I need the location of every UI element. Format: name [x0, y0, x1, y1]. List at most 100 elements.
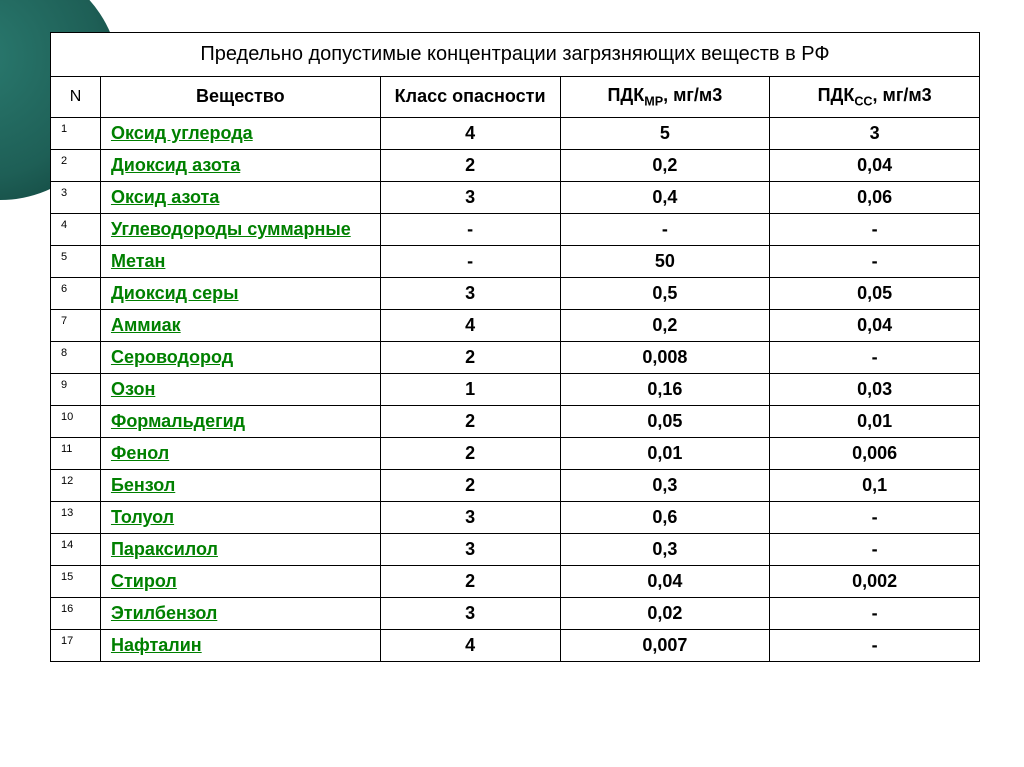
cell-substance: Диоксид азота: [100, 149, 380, 181]
table-row: 14 Параксилол 30,3-: [51, 533, 980, 565]
cell-n: 6: [51, 277, 101, 309]
cell-pdk-mr: 0,2: [560, 309, 770, 341]
cell-hazard-class: -: [380, 245, 560, 277]
cell-hazard-class: 2: [380, 149, 560, 181]
substance-link[interactable]: Этилбензол: [111, 603, 217, 623]
cell-hazard-class: 4: [380, 309, 560, 341]
cell-substance: Диоксид серы: [100, 277, 380, 309]
table-header-row: N Вещество Класс опасности ПДКМР, мг/м3 …: [51, 77, 980, 118]
cell-pdk-cc: -: [770, 629, 980, 661]
table-row: 17 Нафталин 40,007-: [51, 629, 980, 661]
table-row: 12Бензол20,30,1: [51, 469, 980, 501]
substance-link[interactable]: Метан: [111, 251, 165, 271]
cell-hazard-class: 3: [380, 181, 560, 213]
header-substance: Вещество: [100, 77, 380, 118]
cell-n: 1: [51, 117, 101, 149]
cell-substance: Углеводороды суммарные: [100, 213, 380, 245]
substance-link[interactable]: Параксилол: [111, 539, 218, 559]
cell-hazard-class: 4: [380, 117, 560, 149]
table-row: 4Углеводороды суммарные---: [51, 213, 980, 245]
substance-link[interactable]: Нафталин: [111, 635, 202, 655]
cell-hazard-class: 4: [380, 629, 560, 661]
substance-link[interactable]: Бензол: [111, 475, 175, 495]
cell-substance: Аммиак: [100, 309, 380, 341]
substance-link[interactable]: Формальдегид: [111, 411, 245, 431]
cell-pdk-cc: -: [770, 341, 980, 373]
cell-pdk-mr: 0,6: [560, 501, 770, 533]
cell-hazard-class: 2: [380, 341, 560, 373]
substance-link[interactable]: Сероводород: [111, 347, 233, 367]
cell-pdk-mr: 0,5: [560, 277, 770, 309]
cell-pdk-mr: 0,008: [560, 341, 770, 373]
cell-hazard-class: 3: [380, 533, 560, 565]
cell-pdk-cc: -: [770, 597, 980, 629]
table-row: 16Этилбензол30,02-: [51, 597, 980, 629]
cell-pdk-mr: 0,04: [560, 565, 770, 597]
cell-n: 4: [51, 213, 101, 245]
pdk-table: Предельно допустимые концентрации загряз…: [50, 32, 980, 662]
cell-n: 2: [51, 149, 101, 181]
header-pdk-mr: ПДКМР, мг/м3: [560, 77, 770, 118]
cell-pdk-cc: 0,006: [770, 437, 980, 469]
substance-link[interactable]: Диоксид азота: [111, 155, 240, 175]
table-row: 6 Диоксид серы 30,50,05: [51, 277, 980, 309]
table-row: 10Формальдегид20,050,01: [51, 405, 980, 437]
cell-pdk-cc: 0,05: [770, 277, 980, 309]
cell-hazard-class: 3: [380, 501, 560, 533]
header-pdk-mr-prefix: ПДК: [607, 85, 644, 105]
cell-pdk-mr: 0,3: [560, 469, 770, 501]
cell-pdk-mr: 0,007: [560, 629, 770, 661]
cell-substance: Бензол: [100, 469, 380, 501]
cell-n: 11: [51, 437, 101, 469]
header-pdk-cc-sub: СС: [854, 95, 872, 109]
substance-link[interactable]: Толуол: [111, 507, 174, 527]
cell-pdk-cc: 0,04: [770, 309, 980, 341]
cell-hazard-class: 2: [380, 437, 560, 469]
table-row: 8 Сероводород 20,008-: [51, 341, 980, 373]
cell-substance: Оксид углерода: [100, 117, 380, 149]
cell-substance: Фенол: [100, 437, 380, 469]
cell-n: 13: [51, 501, 101, 533]
cell-pdk-mr: 5: [560, 117, 770, 149]
table-row: 13Толуол30,6-: [51, 501, 980, 533]
cell-substance: Нафталин: [100, 629, 380, 661]
substance-link[interactable]: Озон: [111, 379, 155, 399]
cell-hazard-class: 3: [380, 597, 560, 629]
substance-link[interactable]: Фенол: [111, 443, 169, 463]
cell-pdk-mr: 0,05: [560, 405, 770, 437]
substance-link[interactable]: Углеводороды суммарные: [111, 219, 351, 239]
header-pdk-mr-sub: МР: [644, 95, 663, 109]
cell-substance: Формальдегид: [100, 405, 380, 437]
cell-n: 5: [51, 245, 101, 277]
header-hazard-class: Класс опасности: [380, 77, 560, 118]
substance-link[interactable]: Диоксид серы: [111, 283, 239, 303]
cell-n: 9: [51, 373, 101, 405]
cell-hazard-class: 3: [380, 277, 560, 309]
substance-link[interactable]: Стирол: [111, 571, 177, 591]
substance-link[interactable]: Аммиак: [111, 315, 181, 335]
cell-substance: Этилбензол: [100, 597, 380, 629]
cell-pdk-cc: -: [770, 533, 980, 565]
table-row: 9Озон10,160,03: [51, 373, 980, 405]
table-row: 5Метан-50-: [51, 245, 980, 277]
cell-n: 14: [51, 533, 101, 565]
cell-substance: Стирол: [100, 565, 380, 597]
cell-pdk-mr: 50: [560, 245, 770, 277]
cell-pdk-mr: 0,16: [560, 373, 770, 405]
table-title-row: Предельно допустимые концентрации загряз…: [51, 33, 980, 77]
cell-pdk-cc: 0,04: [770, 149, 980, 181]
substance-link[interactable]: Оксид углерода: [111, 123, 253, 143]
cell-pdk-cc: 0,01: [770, 405, 980, 437]
substance-link[interactable]: Оксид азота: [111, 187, 219, 207]
cell-pdk-mr: 0,3: [560, 533, 770, 565]
cell-substance: Озон: [100, 373, 380, 405]
cell-n: 8: [51, 341, 101, 373]
cell-pdk-mr: 0,4: [560, 181, 770, 213]
table-row: 3Оксид азота30,40,06: [51, 181, 980, 213]
cell-n: 17: [51, 629, 101, 661]
header-n: N: [51, 77, 101, 118]
table-row: 11Фенол20,010,006: [51, 437, 980, 469]
cell-substance: Оксид азота: [100, 181, 380, 213]
cell-hazard-class: 2: [380, 565, 560, 597]
cell-pdk-cc: -: [770, 213, 980, 245]
